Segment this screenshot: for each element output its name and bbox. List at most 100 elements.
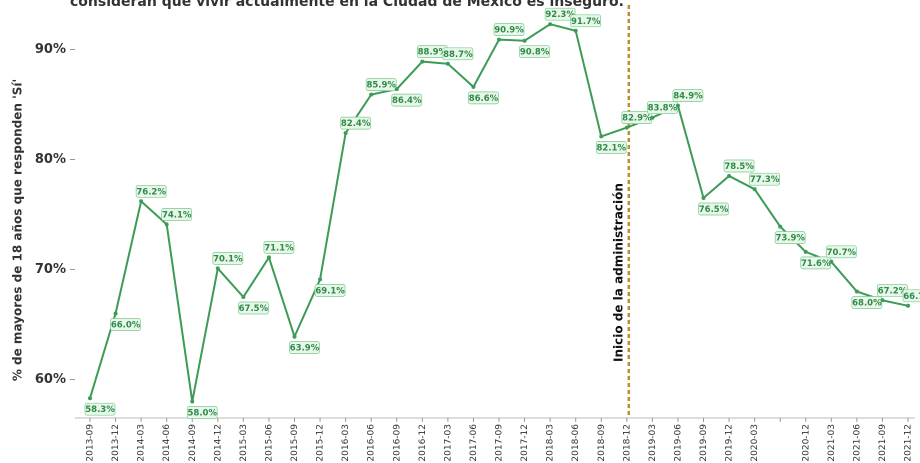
point	[522, 38, 527, 43]
value-label: 67.5%	[238, 301, 269, 315]
x-tick-label: 2019-03	[648, 424, 658, 462]
x-tick-label: 2020-12	[801, 424, 811, 462]
value-label: 86.4%	[391, 93, 423, 107]
point	[727, 174, 732, 178]
x-tick-label: 2014-12	[213, 424, 223, 462]
x-tick-label: 2018-03	[546, 424, 556, 462]
point	[599, 134, 604, 139]
x-tick-label: 2015-03	[239, 424, 249, 462]
x-tick-label: 2018-09	[597, 424, 607, 462]
point	[829, 259, 834, 264]
point	[164, 222, 169, 227]
x-tick-label: 2015-09	[290, 424, 300, 462]
value-label-text: 91.7%	[571, 17, 601, 27]
point	[701, 196, 706, 200]
value-label-box	[340, 116, 371, 130]
x-tick-label: 2017-03	[443, 424, 453, 462]
value-label: 68.0%	[851, 296, 883, 309]
value-label-box	[595, 141, 627, 154]
value-label: 76.5%	[698, 202, 729, 216]
value-label: 71.1%	[263, 241, 295, 254]
point	[241, 295, 246, 299]
value-label-text: 66.7%	[903, 292, 920, 302]
value-label-text: 84.9%	[673, 92, 703, 102]
value-label: 71.6%	[800, 256, 832, 270]
value-label-box	[442, 47, 474, 61]
value-label: 66.7%	[902, 289, 920, 303]
value-label-text: 68.0%	[852, 299, 882, 309]
value-label-text: 58.0%	[188, 409, 218, 419]
point	[113, 311, 118, 316]
value-label: 83.8%	[647, 101, 678, 115]
point	[88, 396, 92, 401]
value-label-box	[84, 402, 116, 416]
value-label: 66.0%	[110, 318, 141, 331]
x-tick-label: 2020-03	[750, 424, 760, 462]
value-label: 82.4%	[340, 116, 371, 130]
value-label-text: 82.9%	[622, 114, 652, 124]
x-tick-label: 2019-06	[673, 424, 683, 462]
x-tick-label: 2017-09	[495, 424, 505, 462]
x-tick-label: 2019-12	[725, 424, 735, 462]
value-label: 88.7%	[442, 47, 474, 61]
x-tick-label: 2019-09	[699, 424, 709, 462]
value-label-box	[212, 252, 244, 265]
value-label-text: 71.6%	[801, 259, 831, 269]
x-tick-label: 2021-09	[878, 424, 888, 462]
value-label-box	[851, 296, 883, 309]
value-label-text: 78.5%	[724, 162, 754, 172]
value-label-box	[698, 202, 729, 216]
value-label-text: 69.1%	[315, 286, 345, 296]
value-label-box	[391, 93, 423, 107]
point	[343, 131, 348, 136]
point	[420, 59, 425, 64]
point	[369, 92, 374, 97]
x-tick-label: 2017-12	[520, 424, 530, 462]
x-tick-label: 2016-06	[367, 424, 377, 462]
value-label-text: 67.5%	[239, 304, 269, 314]
value-label: 77.3%	[749, 172, 780, 186]
x-tick-label: 2021-06	[852, 424, 862, 462]
value-label-text: 86.4%	[392, 96, 422, 106]
value-label-text: 66.0%	[111, 321, 141, 331]
value-label-box	[544, 7, 576, 21]
value-label-box	[238, 301, 269, 315]
value-label-box	[493, 23, 525, 36]
point	[880, 298, 885, 303]
y-tick-label: 70%	[35, 262, 66, 277]
value-label-text: 77.3%	[750, 175, 780, 185]
x-tick-label: 2013-09	[86, 424, 96, 462]
x-tick-label: 2014-06	[162, 424, 172, 462]
value-label-box	[110, 318, 141, 331]
value-label-box	[647, 101, 678, 115]
point	[190, 399, 195, 404]
value-label: 73.9%	[774, 231, 806, 244]
value-label-text: 74.1%	[162, 210, 192, 220]
value-label-text: 88.9%	[418, 48, 448, 58]
point	[548, 22, 553, 27]
x-tick-label: 2018-12	[622, 424, 632, 462]
y-tick-label: 80%	[35, 152, 66, 167]
annotation-text: Inicio de la administración	[611, 183, 625, 362]
value-label-box	[468, 91, 499, 105]
value-label-text: 58.3%	[85, 405, 115, 415]
value-label: 82.1%	[595, 141, 627, 154]
x-tick-label: 2015-12	[316, 424, 326, 462]
value-label: 91.7%	[570, 14, 602, 28]
value-label-box	[672, 89, 704, 102]
value-label-box	[289, 341, 320, 354]
x-tick-label: 2016-09	[392, 424, 402, 462]
value-label: 70.7%	[825, 245, 857, 259]
value-label: 76.2%	[135, 184, 167, 198]
value-label-box	[135, 184, 167, 198]
value-label-box	[825, 245, 857, 259]
x-tick-label: 2021-12	[904, 424, 914, 462]
point	[854, 289, 859, 294]
value-label-box	[519, 45, 550, 59]
value-label-box	[749, 172, 780, 186]
value-label-text: 70.7%	[827, 248, 857, 258]
value-label: 84.9%	[672, 89, 704, 102]
value-label: 86.6%	[468, 91, 499, 105]
value-label: 85.9%	[365, 78, 397, 91]
value-label-text: 71.1%	[264, 243, 294, 253]
